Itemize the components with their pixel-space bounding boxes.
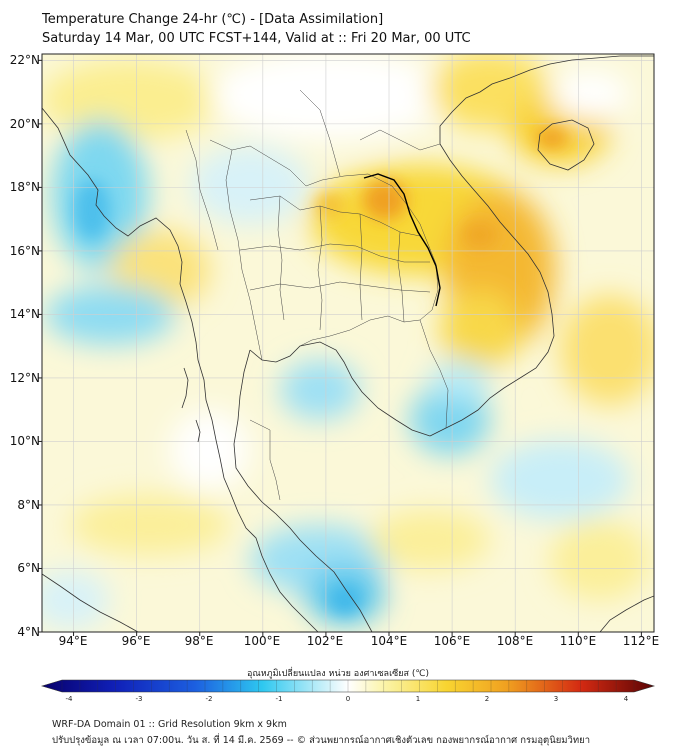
axis-ticks: [38, 59, 642, 636]
map-frame: [41, 53, 655, 633]
lat-label: 12°N: [10, 371, 40, 385]
lat-label: 16°N: [10, 244, 40, 258]
lat-label: 14°N: [10, 307, 40, 321]
colorbar-scale: [40, 679, 656, 693]
lon-label: 108°E: [497, 634, 534, 648]
colorbar-label: อุณหภูมิเปลี่ยนแปลง หน่วย องศาเซลเซียส (…: [246, 669, 430, 679]
lat-label: 22°N: [10, 53, 40, 67]
lon-label: 102°E: [307, 634, 344, 648]
lat-label: 6°N: [17, 561, 40, 575]
lon-label: 106°E: [434, 634, 471, 648]
mekong-border: [363, 173, 441, 307]
lon-label: 104°E: [371, 634, 408, 648]
lat-label: 4°N: [17, 625, 40, 639]
lon-label: 96°E: [122, 634, 151, 648]
map-subtitle: Saturday 14 Mar, 00 UTC FCST+144, Valid …: [42, 31, 471, 46]
lat-label: 10°N: [10, 434, 40, 448]
lon-label: 110°E: [560, 634, 597, 648]
province-borders: [185, 89, 449, 501]
colorbar-tick-label: -4: [66, 695, 74, 703]
colorbar-tick-label: 4: [624, 695, 629, 703]
map-title: Temperature Change 24-hr (℃) - [Data Ass…: [42, 12, 384, 27]
lat-label: 8°N: [17, 498, 40, 512]
lat-label: 18°N: [10, 180, 40, 194]
footer-credit: ปรับปรุงข้อมูล ณ เวลา 07:00น. วัน ส. ที่…: [52, 735, 591, 746]
colorbar-tick-label: -1: [276, 695, 283, 703]
coastlines: [42, 55, 654, 632]
lon-label: 94°E: [59, 634, 88, 648]
lat-label: 20°N: [10, 117, 40, 131]
temperature-field: [42, 54, 654, 632]
colorbar-tick-label: 2: [485, 695, 489, 703]
lon-label: 112°E: [623, 634, 660, 648]
footer-resolution: WRF-DA Domain 01 :: Grid Resolution 9km …: [52, 719, 287, 730]
colorbar-tick-label: 3: [554, 695, 558, 703]
colorbar-tick-label: -3: [136, 695, 143, 703]
colorbar-tick-label: -2: [206, 695, 213, 703]
lon-label: 100°E: [244, 634, 281, 648]
lon-label: 98°E: [185, 634, 214, 648]
colorbar-tick-label: 1: [416, 695, 420, 703]
colorbar-tick-label: 0: [346, 695, 350, 703]
colorbar: -4 -3 -2 -1 0 1 2 3 4: [40, 679, 656, 703]
